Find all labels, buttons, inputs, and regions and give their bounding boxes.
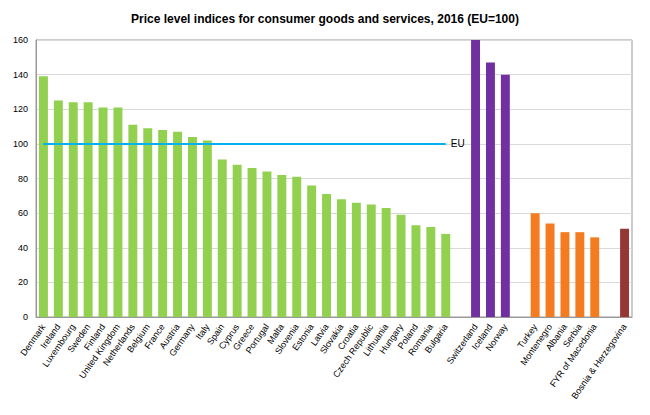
svg-text:FYR of Macedonia: FYR of Macedonia xyxy=(547,322,599,389)
svg-text:Czech Republic: Czech Republic xyxy=(331,322,376,380)
svg-text:100: 100 xyxy=(13,139,28,149)
svg-text:Iceland: Iceland xyxy=(469,322,495,352)
svg-text:60: 60 xyxy=(18,208,28,218)
svg-text:Ireland: Ireland xyxy=(38,322,63,351)
svg-text:Serbia: Serbia xyxy=(560,322,584,350)
svg-text:120: 120 xyxy=(13,104,28,114)
svg-text:Greece: Greece xyxy=(231,322,257,352)
svg-text:Price level indices for consum: Price level indices for consumer goods a… xyxy=(131,12,519,26)
svg-text:Austria: Austria xyxy=(157,322,182,351)
svg-text:Spain: Spain xyxy=(204,322,227,347)
svg-text:Croatia: Croatia xyxy=(335,322,361,352)
svg-text:Finland: Finland xyxy=(82,322,108,353)
svg-text:Cyprus: Cyprus xyxy=(216,322,242,352)
svg-text:20: 20 xyxy=(18,277,28,287)
svg-text:Bosnia & Herzegovina: Bosnia & Herzegovina xyxy=(569,322,628,401)
svg-text:Estonia: Estonia xyxy=(290,322,316,353)
svg-text:Italy: Italy xyxy=(193,322,212,342)
svg-text:Norway: Norway xyxy=(484,322,510,353)
svg-text:Bulgaria: Bulgaria xyxy=(423,322,450,355)
svg-text:Portugal: Portugal xyxy=(243,322,271,356)
svg-text:Sweden: Sweden xyxy=(65,322,93,355)
svg-text:Belgium: Belgium xyxy=(125,322,152,355)
svg-text:United Kingdom: United Kingdom xyxy=(77,322,122,381)
svg-text:France: France xyxy=(142,322,167,351)
svg-text:Turkey: Turkey xyxy=(515,322,540,351)
svg-text:Poland: Poland xyxy=(395,322,420,351)
svg-text:Malta: Malta xyxy=(265,322,286,346)
svg-text:Luxembourg: Luxembourg xyxy=(40,322,78,369)
svg-text:160: 160 xyxy=(13,35,28,45)
svg-text:80: 80 xyxy=(18,174,28,184)
svg-text:Latvia: Latvia xyxy=(308,322,331,348)
svg-text:Albania: Albania xyxy=(543,322,569,353)
svg-text:0: 0 xyxy=(23,312,28,322)
svg-text:Hungary: Hungary xyxy=(377,322,406,356)
svg-text:Lithuania: Lithuania xyxy=(361,322,391,358)
svg-text:Montenegro: Montenegro xyxy=(518,322,555,368)
svg-text:Netherlands: Netherlands xyxy=(100,322,137,368)
svg-text:Romania: Romania xyxy=(406,322,435,358)
svg-text:Slovenia: Slovenia xyxy=(272,322,301,357)
svg-text:Germany: Germany xyxy=(167,322,197,358)
svg-text:Denmark: Denmark xyxy=(18,322,48,358)
svg-text:140: 140 xyxy=(13,70,28,80)
svg-text:40: 40 xyxy=(18,243,28,253)
svg-text:EU: EU xyxy=(451,138,465,149)
svg-text:Switzerland: Switzerland xyxy=(444,322,480,366)
svg-text:Slovakia: Slovakia xyxy=(317,322,346,356)
